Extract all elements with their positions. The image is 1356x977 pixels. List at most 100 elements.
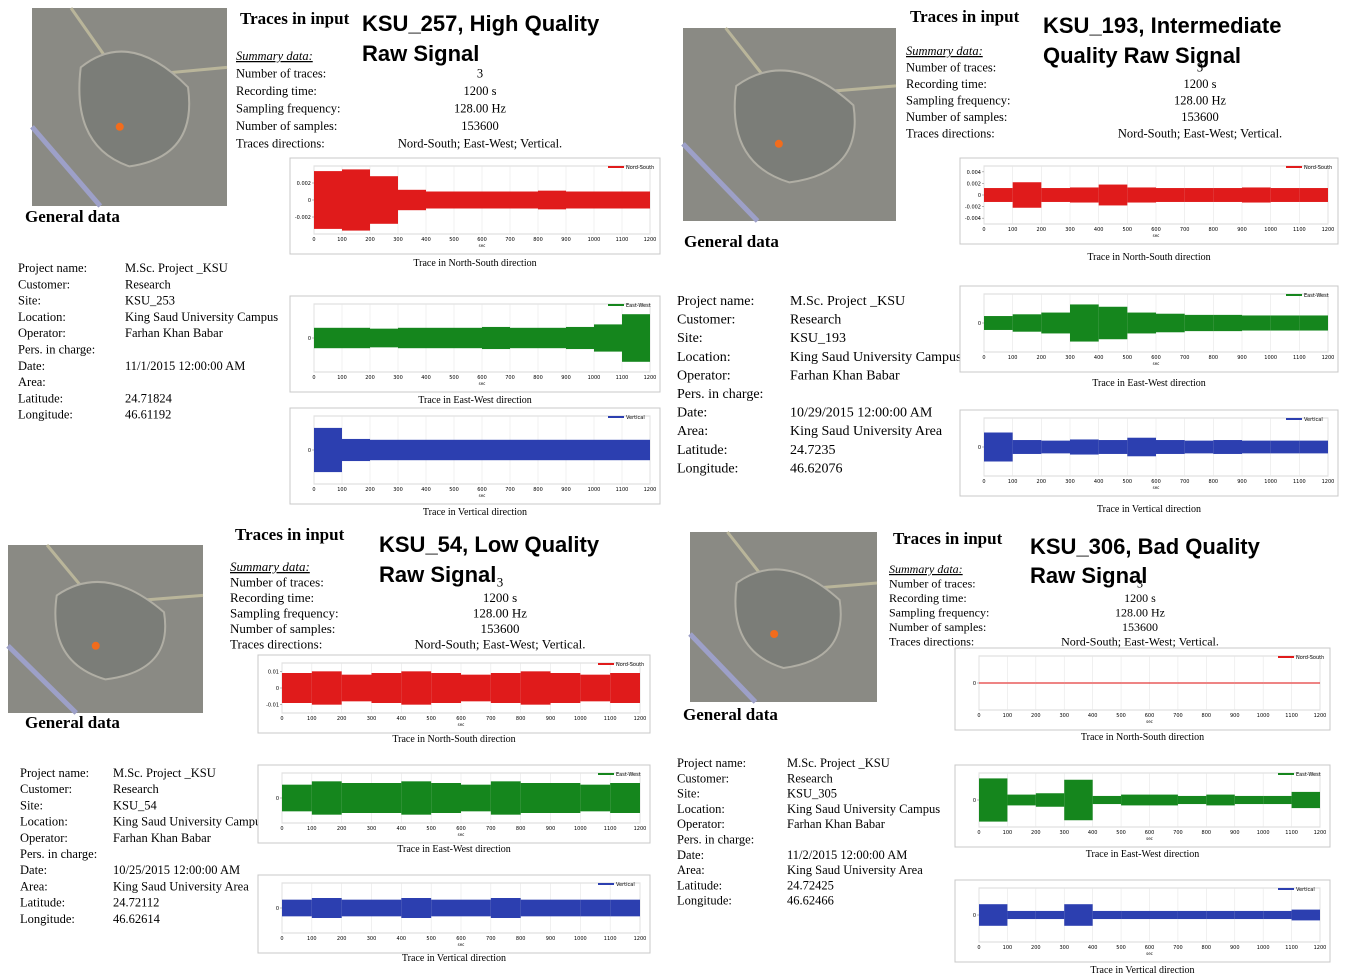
x-tick-label: 1200 [644,375,657,381]
trace-segment [1299,441,1328,454]
y-tick-label: -0.004 [965,216,981,222]
general-key: Site: [677,787,700,801]
x-tick-label: 1200 [1314,830,1327,836]
trace-segment [1271,188,1300,202]
trace-segment [1235,796,1263,804]
trace-segment [610,783,640,813]
x-tick-label: 400 [397,936,407,942]
trace-segment [1013,440,1042,454]
trace-segment [1185,315,1214,331]
legend-label: Nord-South [1304,165,1332,171]
general-value: Farhan Khan Babar [125,326,224,340]
general-title: General data [684,232,779,251]
trace-segment [426,328,454,348]
summary-value: 153600 [481,621,520,636]
trace-segment [622,440,650,460]
x-tick-label: 1000 [588,375,601,381]
general-key: Project name: [677,294,754,309]
trace-segment [426,192,454,209]
trace-segment [1213,440,1242,454]
x-tick-label: 1100 [604,826,617,832]
y-tick-label: -0.002 [965,205,981,211]
summary-key: Sampling frequency: [236,102,341,116]
x-tick-label: 1200 [644,487,657,493]
y-tick-label: 0 [973,913,976,919]
summary-value: 153600 [1181,110,1219,124]
trace-segment [566,327,594,349]
trace-segment [521,783,551,813]
x-tick-label: 1100 [1293,355,1306,361]
x-tick-label: 200 [337,936,347,942]
x-tick-label: 800 [1209,355,1219,361]
summary-value: 3 [497,575,504,590]
trace-segment [1206,911,1234,919]
summary-value: 3 [477,67,483,81]
trace-segment [1185,441,1214,454]
chart-caption: Trace in North-South direction [392,734,515,745]
trace-segment [1093,911,1121,919]
trace-segment [551,783,581,813]
x-tick-label: 800 [533,237,543,243]
x-axis-label: sec [479,381,486,386]
trace-segment [314,328,342,348]
summary-key: Recording time: [906,77,987,91]
general-value: 10/25/2015 12:00:00 AM [113,863,240,877]
summary-key: Sampling frequency: [889,606,989,620]
x-tick-label: 1100 [1285,713,1298,719]
x-tick-label: 800 [1202,830,1212,836]
trace-segment [342,439,370,461]
trace-segment [461,675,491,702]
trace-segment [1213,315,1242,331]
trace-segment [372,783,402,813]
general-key: Site: [20,798,43,812]
trace-segment [1036,793,1064,807]
quality-label: Quality Raw Signal [1043,43,1241,68]
trace-segment [566,440,594,460]
trace-segment [1235,911,1263,919]
general-key: Date: [677,406,707,421]
x-tick-label: 0 [280,936,283,942]
general-value: 24.72112 [113,896,159,910]
trace-segment [1242,187,1271,202]
trace-segment [1070,187,1099,202]
x-tick-label: 300 [367,936,377,942]
x-tick-label: 1000 [588,237,601,243]
x-tick-label: 100 [307,716,317,722]
x-tick-label: 1100 [616,375,629,381]
x-tick-label: 900 [1230,830,1240,836]
trace-segment [1093,682,1121,683]
trace-segment [1150,682,1178,683]
x-tick-label: 500 [1116,713,1126,719]
trace-segment [282,785,312,812]
legend-label: Nord-South [1296,655,1324,661]
general-value: Farhan Khan Babar [113,831,212,845]
summary-key: Recording time: [889,591,967,605]
trace-segment [426,440,454,460]
general-key: Site: [677,331,703,346]
general-value: Farhan Khan Babar [787,817,886,831]
map [8,545,203,713]
trace-segment [454,440,482,460]
trace-segment [580,900,610,917]
x-axis-label: sec [1146,951,1153,956]
summary-value: 3 [1137,577,1143,591]
x-tick-label: 300 [1065,479,1075,485]
trace-segment [401,898,431,918]
general-value: King Saud University Campus [787,802,940,816]
general-value: King Saud University Area [790,424,943,439]
trace-segment [1007,911,1035,919]
y-tick-label: 0.004 [967,170,981,176]
general-key: Location: [20,815,68,829]
x-tick-label: 700 [1173,945,1183,951]
general-key: Pers. in charge: [18,343,95,357]
general-value: King Saud University Area [113,879,249,893]
x-tick-label: 400 [1088,830,1098,836]
trace-segment [610,673,640,703]
trace-segment [1064,682,1092,683]
x-tick-label: 1200 [634,826,647,832]
general-value: Farhan Khan Babar [790,368,900,383]
summary-key: Number of samples: [889,620,986,634]
x-tick-label: 900 [1230,713,1240,719]
summary-key: Traces directions: [230,637,322,652]
map [690,532,877,702]
